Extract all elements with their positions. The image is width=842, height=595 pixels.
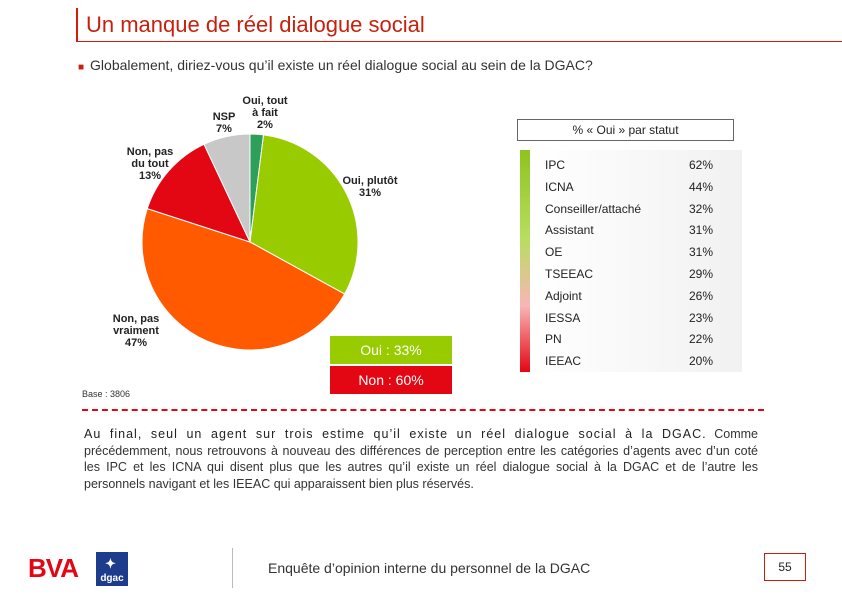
pie-value-non-pas-du-tout: 13%: [138, 170, 162, 182]
conclusion-lead: Au final, seul un agent sur trois estime…: [84, 427, 707, 441]
status-row: OE 31%: [545, 245, 713, 263]
conclusion-body: Comme précédemment, nous retrouvons à no…: [84, 427, 758, 491]
status-row: Adjoint 26%: [545, 289, 713, 307]
footer-text: Enquête d’opinion interne du personnel d…: [268, 560, 591, 576]
pie-label-nsp: NSP 7%: [212, 111, 236, 135]
pie-label-oui-plutot: Oui, plutôt 31%: [342, 175, 398, 199]
status-row-label: PN: [545, 332, 562, 347]
title-bar: [76, 8, 842, 42]
status-row: IPC 62%: [545, 158, 713, 176]
status-row-value: 32%: [688, 201, 713, 216]
pie-value-oui-tout-a-fait: 2%: [257, 119, 273, 131]
question-label: Globalement, diriez-vous qu’il existe un…: [90, 57, 593, 73]
dgac-logo-text: dgac: [100, 573, 124, 584]
base-note: Base : 3806: [82, 389, 131, 399]
conclusion-text: Au final, seul un agent sur trois estime…: [84, 426, 758, 492]
status-row-value: 31%: [688, 223, 713, 238]
status-row: Assistant 31%: [545, 223, 713, 241]
status-row-label: Conseiller/attaché: [545, 201, 642, 216]
status-row: Conseiller/attaché 32%: [545, 202, 713, 220]
bva-logo: BVA: [28, 553, 79, 583]
pie-slice-3: [146, 143, 251, 243]
status-row-value: 44%: [688, 179, 713, 194]
status-row: IESSA 23%: [545, 311, 713, 329]
status-row-value: 22%: [688, 332, 713, 347]
non-summary-badge: Non : 60%: [330, 366, 452, 394]
status-row-label: TSEEAC: [545, 267, 594, 281]
pie-slice-4: [203, 133, 251, 243]
status-row: ICNA 44%: [545, 180, 713, 198]
status-row: TSEEAC 29%: [545, 267, 713, 285]
bullet-icon: ■: [78, 62, 85, 73]
status-row: IEEAC 20%: [545, 354, 713, 372]
status-row-label: Assistant: [545, 223, 594, 238]
status-row-label: IPC: [545, 158, 566, 172]
question-text: ■ Globalement, diriez-vous qu’il existe u…: [78, 57, 593, 73]
page-title: Un manque de réel dialogue social: [86, 12, 425, 37]
page-number: 55: [764, 553, 806, 581]
status-row: PN 22%: [545, 332, 713, 350]
dgac-logo: ✦ dgac: [96, 552, 128, 586]
status-row-label: Adjoint: [545, 288, 582, 303]
pie-label-oui-tout-a-fait: Oui, tout à fait 2%: [242, 95, 288, 131]
status-row-label: IEEAC: [545, 354, 582, 369]
status-row-label: ICNA: [545, 179, 574, 194]
status-row-value: 31%: [688, 245, 713, 260]
pie-value-oui-plutot: 31%: [358, 187, 382, 199]
pie-label-non-pas-du-tout: Non, pas du tout 13%: [126, 146, 174, 182]
status-row-value: 62%: [688, 158, 713, 172]
status-table-title: % « Oui » par statut: [517, 119, 734, 141]
oui-summary-badge: Oui : 33%: [330, 336, 452, 364]
pie-label-non-pas-vraiment: Non, pas vraiment 47%: [112, 313, 160, 349]
status-row-value: 20%: [688, 354, 713, 369]
status-row-value: 26%: [688, 288, 713, 303]
status-row-value: 23%: [688, 310, 713, 325]
pie-slice-1: [249, 134, 359, 295]
pie-slices: [141, 133, 359, 351]
pie-slice-2: [141, 207, 346, 351]
pie-value-nsp: 7%: [216, 123, 232, 135]
status-row-label: IESSA: [545, 310, 581, 325]
status-row-label: OE: [545, 245, 563, 260]
dashed-divider: [82, 409, 764, 411]
pie-value-non-pas-vraiment: 47%: [124, 337, 148, 349]
dgac-bird-icon: ✦: [105, 556, 116, 571]
status-table-background: [530, 150, 742, 372]
status-gradient-bar: [520, 150, 530, 372]
footer-divider: [232, 548, 233, 588]
status-row-value: 29%: [688, 267, 713, 281]
